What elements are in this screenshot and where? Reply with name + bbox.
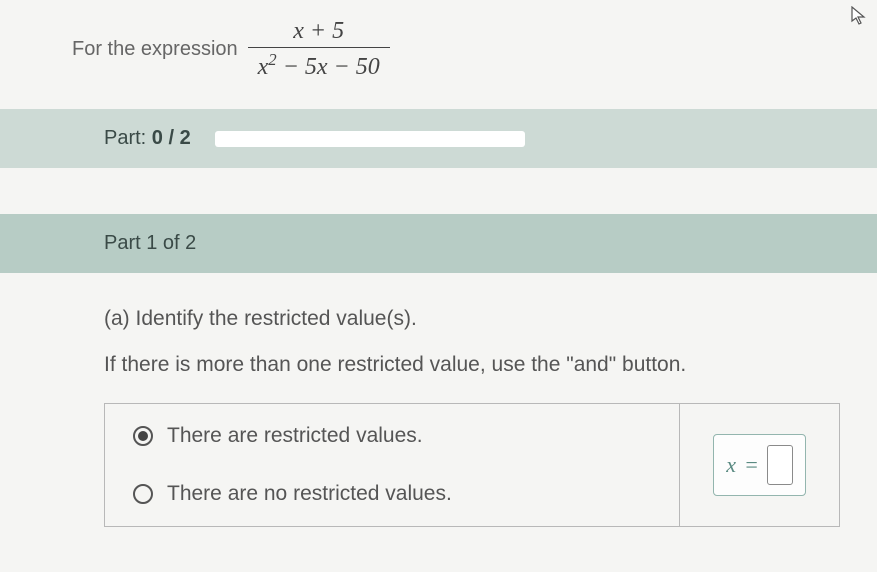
progress-track <box>215 131 525 147</box>
question-text: (a) Identify the restricted value(s). <box>104 307 877 331</box>
option-label: There are restricted values. <box>167 424 423 448</box>
radio-icon[interactable] <box>133 484 153 504</box>
options-cell: There are restricted values. There are n… <box>105 404 680 527</box>
question-block: (a) Identify the restricted value(s). If… <box>0 307 877 377</box>
expression-prompt: For the expression x + 5 x2 − 5x − 50 <box>0 18 877 109</box>
answer-table: There are restricted values. There are n… <box>104 403 840 527</box>
equation-input-cell: x = <box>680 404 840 527</box>
option-restricted-yes[interactable]: There are restricted values. <box>133 424 639 448</box>
prompt-lead-text: For the expression <box>72 38 238 61</box>
equation-box[interactable]: x = <box>713 434 806 496</box>
radio-icon[interactable] <box>133 426 153 446</box>
question-instruction: If there is more than one restricted val… <box>104 353 877 377</box>
equation-variable: x <box>726 452 736 478</box>
fraction-denominator: x2 − 5x − 50 <box>248 47 390 81</box>
part-progress-bar: Part: 0 / 2 <box>0 109 877 168</box>
answer-input[interactable] <box>767 445 793 485</box>
option-label: There are no restricted values. <box>167 482 452 506</box>
part-header-text: Part 1 of 2 <box>104 232 196 254</box>
part-header: Part 1 of 2 <box>0 214 877 273</box>
option-restricted-no[interactable]: There are no restricted values. <box>133 482 639 506</box>
question-content: For the expression x + 5 x2 − 5x − 50 Pa… <box>0 0 877 527</box>
equation-equals: = <box>744 452 759 478</box>
expression-fraction: x + 5 x2 − 5x − 50 <box>248 18 390 81</box>
progress-label: Part: 0 / 2 <box>104 127 191 150</box>
fraction-numerator: x + 5 <box>283 18 354 47</box>
